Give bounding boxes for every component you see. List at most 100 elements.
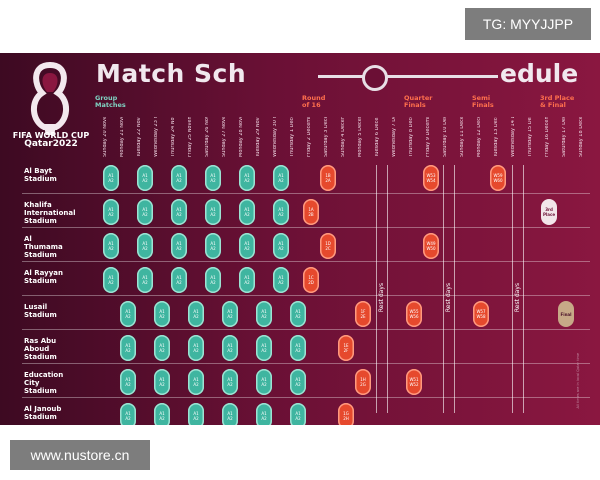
stadium-label: Al Janoub Stadium <box>24 405 62 421</box>
group-match-badge: A1 A2 <box>120 335 136 361</box>
rest-days-label: Rest days <box>378 283 385 313</box>
group-match-badge: A1 A2 <box>188 369 204 395</box>
stadium-label: Ras Abu Aboud Stadium <box>24 337 57 361</box>
group-match-badge: A1 A2 <box>137 199 153 225</box>
stage-label: Semi Finals <box>472 94 494 109</box>
date-label: Saturday 17 December <box>562 117 567 157</box>
group-match-badge: A1 A2 <box>273 165 289 191</box>
poster-title-end: edule <box>500 59 579 88</box>
group-match-badge: A1 A2 <box>290 369 306 395</box>
logo-text: FIFA WORLD CUP Qatar2022 <box>6 131 96 149</box>
group-match-badge: A1 A2 <box>137 267 153 293</box>
date-label: Saturday 10 December <box>443 117 448 157</box>
stadium-label: Al Bayt Stadium <box>24 167 57 183</box>
round16-badge: 1A 2B <box>303 199 319 225</box>
group-match-badge: A1 A2 <box>222 335 238 361</box>
date-label: Thursday 8 December <box>409 117 414 157</box>
logo-line1: FIFA WORLD CUP <box>12 131 90 140</box>
group-match-badge: A1 A2 <box>103 233 119 259</box>
rest-days-band <box>512 165 524 413</box>
group-match-badge: A1 A2 <box>171 267 187 293</box>
group-match-badge: A1 A2 <box>120 369 136 395</box>
round16-badge: 1D 2C <box>320 233 336 259</box>
group-match-badge: A1 A2 <box>137 165 153 191</box>
quarter-final-badge: W49 W50 <box>423 233 439 259</box>
group-match-badge: A1 A2 <box>239 233 255 259</box>
row-divider <box>22 295 590 296</box>
round16-badge: 1H 2G <box>355 369 371 395</box>
schedule-poster: FIFA WORLD CUP Qatar2022 Match Sch edule… <box>0 53 600 425</box>
date-label: Sunday 4 December <box>341 117 346 157</box>
date-label: Friday 25 November <box>188 117 193 157</box>
group-match-badge: A1 A2 <box>137 233 153 259</box>
date-label: Monday 21 November <box>120 117 125 157</box>
date-label: Sunday 18 December <box>579 117 584 157</box>
group-match-badge: A1 A2 <box>205 233 221 259</box>
date-label: Wednesday 30 November <box>273 117 278 157</box>
group-match-badge: A1 A2 <box>222 301 238 327</box>
title-line <box>318 75 498 78</box>
group-match-badge: A1 A2 <box>290 335 306 361</box>
row-divider <box>22 397 590 398</box>
date-label: Thursday 15 December <box>528 117 533 157</box>
row-divider <box>22 329 590 330</box>
quarter-final-badge: W53 W54 <box>423 165 439 191</box>
stadium-label: Khalifa International Stadium <box>24 201 76 225</box>
quarter-final-badge: W51 W52 <box>406 369 422 395</box>
date-label: Tuesday 22 November <box>137 117 142 157</box>
round16-badge: 1E 2F <box>338 335 354 361</box>
round16-badge: 1C 2D <box>303 267 319 293</box>
date-label: Monday 12 December <box>477 117 482 157</box>
group-match-badge: A1 A2 <box>154 403 170 425</box>
stadium-label: Lusail Stadium <box>24 303 57 319</box>
watermark-top: TG: MYYJJPP <box>465 8 591 40</box>
date-label: Saturday 26 November <box>205 117 210 157</box>
group-match-badge: A1 A2 <box>205 267 221 293</box>
world-cup-logo <box>10 61 90 157</box>
date-label: Tuesday 29 November <box>256 117 261 157</box>
group-match-badge: A1 A2 <box>120 301 136 327</box>
semi-final-badge: W57 W58 <box>473 301 489 327</box>
final-badge: Final <box>558 301 574 327</box>
group-match-badge: A1 A2 <box>205 165 221 191</box>
stage-label: 3rd Place & Final <box>540 94 575 109</box>
row-divider <box>22 363 590 364</box>
group-match-badge: A1 A2 <box>290 301 306 327</box>
date-label: Friday 16 December <box>545 117 550 157</box>
group-match-badge: A1 A2 <box>171 165 187 191</box>
group-match-badge: A1 A2 <box>205 199 221 225</box>
third-place-badge: 3rd Place <box>541 199 557 225</box>
row-divider <box>22 193 590 194</box>
date-label: Monday 5 December <box>358 117 363 157</box>
side-note: All times are in local Qatar time <box>576 353 580 409</box>
quarter-final-badge: W55 W56 <box>406 301 422 327</box>
date-label: Wednesday 7 December <box>392 117 397 157</box>
rest-days-band <box>376 165 388 413</box>
group-match-badge: A1 A2 <box>154 369 170 395</box>
logo-line2: Qatar2022 <box>24 139 78 149</box>
group-match-badge: A1 A2 <box>273 267 289 293</box>
trophy-emblem-icon <box>31 61 69 135</box>
football-icon <box>362 65 388 91</box>
date-label: Saturday 3 December <box>324 117 329 157</box>
group-match-badge: A1 A2 <box>188 335 204 361</box>
group-match-badge: A1 A2 <box>256 301 272 327</box>
group-match-badge: A1 A2 <box>103 267 119 293</box>
group-match-badge: A1 A2 <box>188 403 204 425</box>
round16-badge: 1B 2A <box>320 165 336 191</box>
date-label: Wednesday 23 November <box>154 117 159 157</box>
date-label: Monday 28 November <box>239 117 244 157</box>
stadium-label: Al Thumama Stadium <box>24 235 63 259</box>
rest-days-band <box>443 165 455 413</box>
row-divider <box>22 261 590 262</box>
group-match-badge: A1 A2 <box>256 335 272 361</box>
round16-badge: 1F 2E <box>355 301 371 327</box>
rest-days-label: Rest days <box>445 283 452 313</box>
date-label: Thursday 24 November <box>171 117 176 157</box>
group-match-badge: A1 A2 <box>120 403 136 425</box>
watermark-bottom: www.nustore.cn <box>10 440 150 470</box>
date-label: Tuesday 13 December <box>494 117 499 157</box>
date-label: Sunday 20 November <box>103 117 108 157</box>
group-match-badge: A1 A2 <box>171 199 187 225</box>
rest-days-label: Rest days <box>514 283 521 313</box>
